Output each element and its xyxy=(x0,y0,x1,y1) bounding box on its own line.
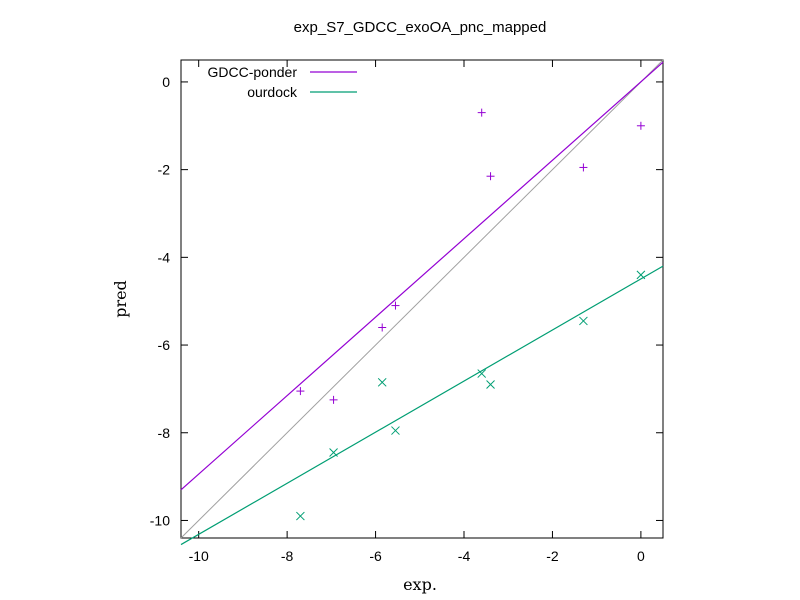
x-tick-label: -6 xyxy=(369,548,382,564)
point-ourdock xyxy=(486,380,495,389)
legend: GDCC-ponder ourdock xyxy=(208,64,357,100)
y-tick-label: -8 xyxy=(158,425,171,441)
point-ourdock xyxy=(477,369,487,378)
point-ourdock xyxy=(579,316,588,326)
legend-label-gdcc-ponder: GDCC-ponder xyxy=(208,64,298,80)
point-gdcc-ponder xyxy=(296,387,305,396)
y-tick-label: 0 xyxy=(162,74,170,90)
x-tick-label: 0 xyxy=(637,548,645,564)
chart-title: exp_S7_GDCC_exoOA_pnc_mapped xyxy=(294,19,547,36)
x-tick-label: -4 xyxy=(458,548,471,564)
point-gdcc-ponder xyxy=(636,121,645,130)
point-ourdock xyxy=(329,448,338,457)
y-tick-label: -10 xyxy=(150,512,170,528)
data-points xyxy=(296,108,646,521)
point-gdcc-ponder xyxy=(329,395,338,404)
y-tick-label: -6 xyxy=(158,337,171,353)
point-ourdock xyxy=(391,426,400,435)
point-gdcc-ponder xyxy=(579,163,588,172)
y-tick-label: -2 xyxy=(158,162,171,178)
point-ourdock xyxy=(636,270,646,280)
point-gdcc-ponder xyxy=(477,108,486,117)
y-axis-title: pred xyxy=(111,280,130,318)
legend-label-ourdock: ourdock xyxy=(247,84,298,100)
point-gdcc-ponder xyxy=(378,323,387,332)
x-tick-label: -8 xyxy=(281,548,294,564)
y-axis: 0 -2 -4 -6 -8 -10 xyxy=(150,74,663,528)
fit-line-gdcc-ponder xyxy=(180,61,664,491)
x-tick-label: -10 xyxy=(189,548,209,564)
diagonal-line xyxy=(180,59,664,539)
point-ourdock xyxy=(377,377,387,387)
fit-line-ourdock xyxy=(180,265,664,546)
x-tick-label: -2 xyxy=(546,548,559,564)
point-ourdock xyxy=(296,511,305,521)
x-axis: -10 -8 -6 -4 -2 0 xyxy=(189,60,645,564)
plot-area xyxy=(180,59,664,539)
y-tick-label: -4 xyxy=(158,249,171,265)
point-gdcc-ponder xyxy=(486,172,495,181)
fit-lines xyxy=(180,59,664,546)
x-axis-title: exp. xyxy=(403,575,437,594)
point-gdcc-ponder xyxy=(391,301,400,310)
plot-frame xyxy=(180,59,664,539)
